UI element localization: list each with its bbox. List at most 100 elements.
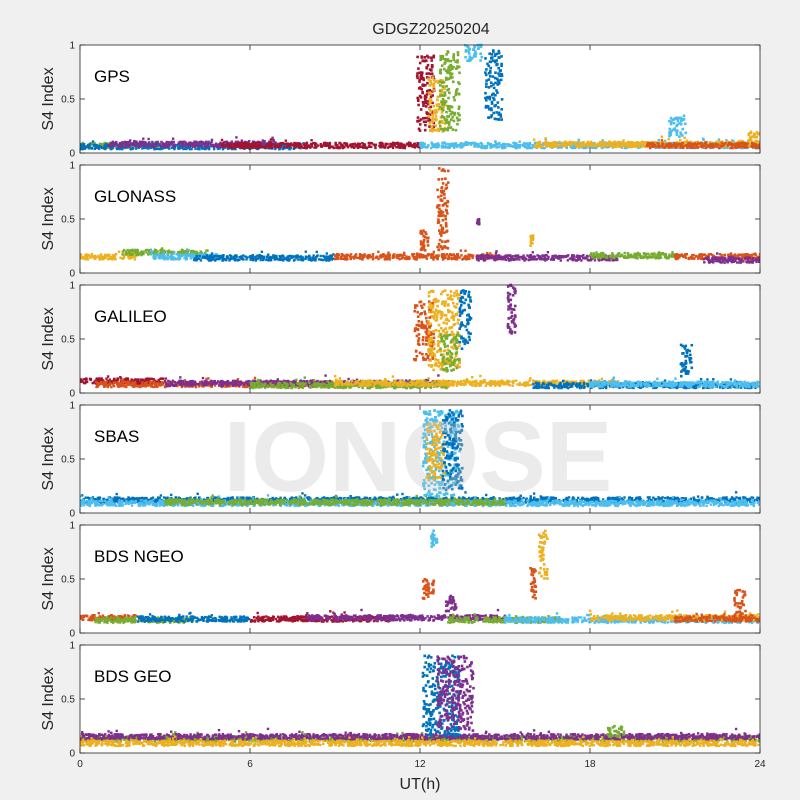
point [480,256,483,259]
point [129,145,133,148]
point [356,256,359,260]
point [538,255,541,258]
point [442,141,445,144]
point [416,116,420,119]
point [705,257,709,260]
point [111,256,114,260]
point [355,253,358,256]
point [147,253,150,256]
point [664,253,667,256]
point [229,257,233,261]
point [148,142,151,146]
point [633,141,636,145]
point [417,103,420,107]
point [425,72,429,75]
point [279,145,282,148]
point [142,252,145,256]
point [719,261,723,264]
point [620,142,623,145]
point [703,141,707,145]
point [430,69,433,72]
point [189,146,192,149]
point [265,144,268,147]
point [370,145,373,149]
point [113,256,116,260]
point [419,75,422,78]
point [228,141,231,145]
point [449,145,452,148]
point [638,252,641,256]
point [476,256,480,259]
point [361,258,364,261]
point [336,257,339,260]
point [84,253,87,256]
point [634,144,637,147]
point [82,142,86,146]
point [379,146,382,149]
point [472,48,475,51]
point [448,120,451,124]
point [658,141,662,145]
point [131,142,134,146]
point [584,146,587,150]
point [340,253,343,256]
point [87,143,90,147]
point [484,106,488,109]
point [361,256,365,259]
point [721,256,725,259]
point [598,256,601,259]
point [588,146,591,149]
point [182,253,185,257]
point [206,147,209,150]
point [408,143,411,147]
point [581,255,584,258]
point [433,110,436,114]
point [533,141,537,144]
point [88,142,91,146]
point [739,261,742,264]
point [241,145,244,149]
point [512,257,515,261]
point [283,142,286,145]
point [733,145,737,149]
point [311,258,314,261]
point [751,143,754,147]
point [121,253,124,256]
point [221,254,224,257]
point [484,96,487,100]
point [736,140,740,144]
point [213,255,216,258]
point [370,255,373,259]
point [281,141,284,145]
point [435,256,438,259]
point [104,256,107,259]
point [541,258,544,261]
point [262,257,265,260]
point [669,116,673,120]
point [94,144,97,147]
point [439,71,442,74]
point [696,146,700,149]
point [730,142,733,146]
point [741,256,744,259]
point [696,142,699,146]
point [349,144,352,147]
point [195,259,198,262]
point [251,256,255,260]
point [221,143,224,146]
point [676,253,679,257]
point [198,140,202,144]
point [345,255,349,258]
point [150,252,153,255]
point [629,144,632,147]
point [363,143,366,146]
point [493,60,497,64]
point [441,81,444,84]
point [512,145,515,148]
point [447,123,451,126]
point [421,91,424,95]
point [495,63,498,67]
point [122,254,126,258]
point [598,259,601,262]
